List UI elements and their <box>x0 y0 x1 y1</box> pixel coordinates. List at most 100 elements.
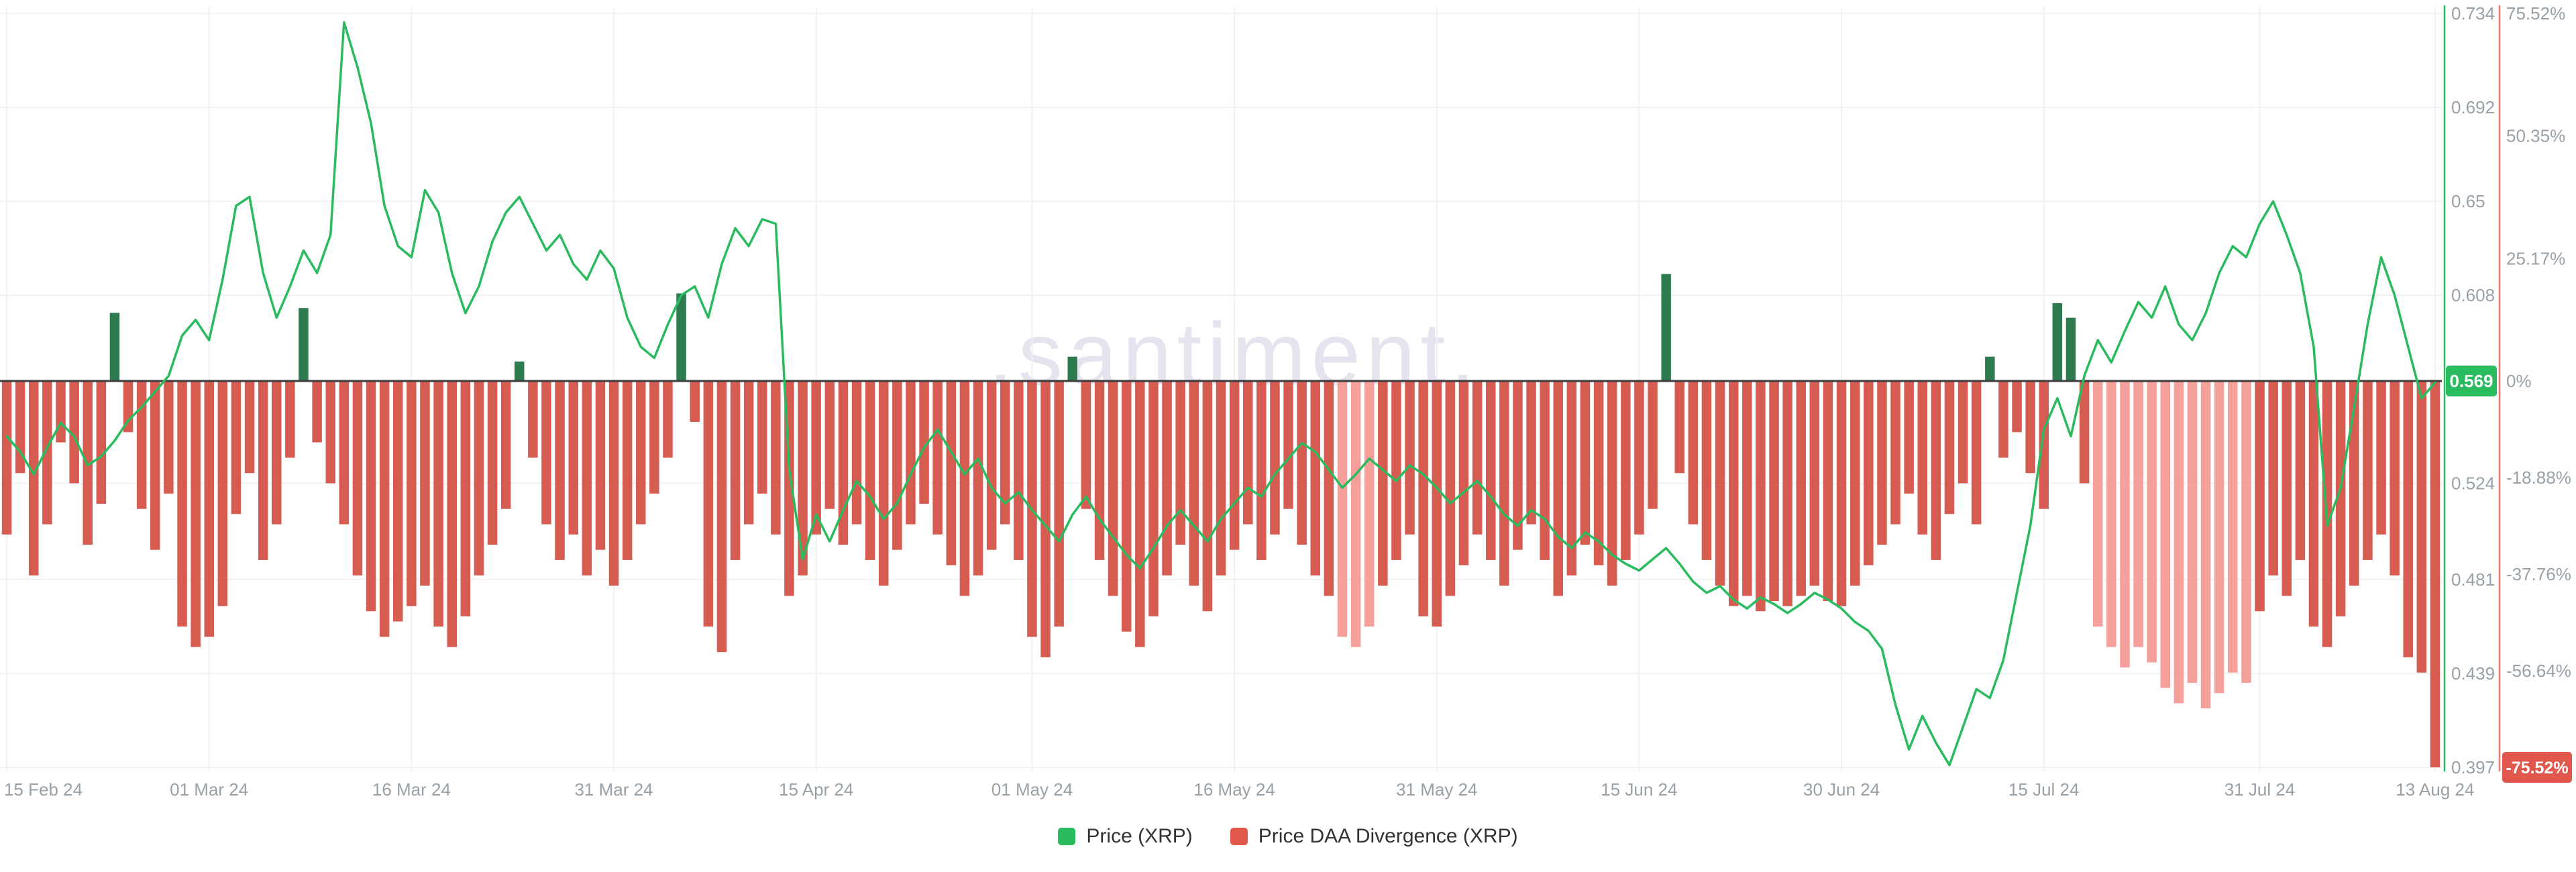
divergence-bar[interactable] <box>1890 381 1900 525</box>
divergence-bar[interactable] <box>2335 381 2346 616</box>
divergence-bar[interactable] <box>474 381 484 576</box>
price-line[interactable] <box>5 21 2436 767</box>
divergence-bar[interactable] <box>2187 381 2198 683</box>
divergence-bar[interactable] <box>1310 381 1321 576</box>
divergence-bar[interactable] <box>636 381 646 525</box>
divergence-bar[interactable] <box>2376 381 2386 535</box>
divergence-bar[interactable] <box>2133 381 2143 647</box>
divergence-bar[interactable] <box>582 381 592 576</box>
divergence-bar[interactable] <box>919 381 929 504</box>
divergence-bar[interactable] <box>433 381 443 627</box>
divergence-bar[interactable] <box>191 381 201 647</box>
divergence-bar[interactable] <box>299 308 309 381</box>
divergence-bar[interactable] <box>757 381 767 494</box>
divergence-bar[interactable] <box>1202 381 1213 612</box>
divergence-bar[interactable] <box>2160 381 2171 688</box>
divergence-bar[interactable] <box>2268 381 2278 576</box>
divergence-bar[interactable] <box>164 381 174 494</box>
divergence-bar[interactable] <box>1944 381 1955 514</box>
legend-item-price-xrp[interactable]: Price (XRP) <box>1058 825 1193 848</box>
divergence-bar[interactable] <box>622 381 633 560</box>
divergence-bar[interactable] <box>96 381 107 504</box>
divergence-bar[interactable] <box>447 381 458 647</box>
divergence-bar[interactable] <box>1256 381 1267 560</box>
divergence-bar[interactable] <box>1391 381 1401 560</box>
divergence-bar[interactable] <box>1634 381 1644 535</box>
divergence-bar[interactable] <box>2106 381 2116 647</box>
divergence-bar[interactable] <box>352 381 363 576</box>
divergence-bar[interactable] <box>1108 381 1118 596</box>
divergence-bar[interactable] <box>1904 381 1914 494</box>
divergence-bar[interactable] <box>851 381 862 525</box>
divergence-bar[interactable] <box>244 381 255 474</box>
divergence-bar[interactable] <box>1877 381 1887 545</box>
divergence-bar[interactable] <box>528 381 538 458</box>
divergence-bar[interactable] <box>1189 381 1199 586</box>
divergence-bar[interactable] <box>136 381 147 509</box>
divergence-bar[interactable] <box>2012 381 2022 433</box>
divergence-bar[interactable] <box>730 381 741 560</box>
divergence-bar[interactable] <box>2147 381 2157 663</box>
divergence-bar[interactable] <box>2120 381 2130 668</box>
divergence-bar[interactable] <box>2430 381 2440 767</box>
divergence-bar[interactable] <box>2174 381 2184 704</box>
divergence-bar[interactable] <box>824 381 835 509</box>
divergence-bar[interactable] <box>1432 381 1442 627</box>
divergence-bar[interactable] <box>29 381 39 576</box>
divergence-bar[interactable] <box>2092 381 2103 627</box>
divergence-bar[interactable] <box>231 381 241 514</box>
divergence-bar[interactable] <box>771 381 781 535</box>
divergence-bar[interactable] <box>217 381 228 606</box>
divergence-bar[interactable] <box>1957 381 1968 484</box>
divergence-bar[interactable] <box>1229 381 1240 550</box>
divergence-bar[interactable] <box>716 381 727 653</box>
divergence-bar[interactable] <box>1580 381 1591 545</box>
divergence-bar[interactable] <box>2025 381 2035 474</box>
divergence-bar[interactable] <box>1917 381 1928 535</box>
divergence-bar[interactable] <box>515 362 525 381</box>
divergence-bar[interactable] <box>1742 381 1752 596</box>
divergence-bar[interactable] <box>56 381 66 443</box>
divergence-bar[interactable] <box>1350 381 1361 647</box>
divergence-bar[interactable] <box>1701 381 1712 560</box>
divergence-bar[interactable] <box>1458 381 1469 565</box>
divergence-bar[interactable] <box>109 313 120 381</box>
divergence-bar[interactable] <box>1850 381 1860 586</box>
divergence-bar[interactable] <box>1405 381 1415 535</box>
divergence-bar[interactable] <box>1081 381 1091 509</box>
divergence-bar[interactable] <box>1122 381 1132 632</box>
divergence-bar[interactable] <box>2052 303 2063 381</box>
divergence-bar[interactable] <box>1674 381 1685 474</box>
divergence-bar[interactable] <box>1661 274 1671 381</box>
divergence-bar[interactable] <box>1836 381 1847 606</box>
divergence-bar[interactable] <box>1621 381 1631 560</box>
divergence-bar[interactable] <box>892 381 902 550</box>
divergence-bar[interactable] <box>555 381 565 560</box>
divergence-bar[interactable] <box>1162 381 1172 576</box>
divergence-bar[interactable] <box>407 381 417 606</box>
divergence-bar[interactable] <box>1985 356 1995 381</box>
divergence-bar[interactable] <box>1148 381 1159 616</box>
divergence-bar[interactable] <box>2363 381 2373 560</box>
divergence-bar[interactable] <box>1000 381 1010 525</box>
divergence-bar[interactable] <box>676 293 686 381</box>
divergence-bar[interactable] <box>959 381 970 596</box>
divergence-bar[interactable] <box>932 381 943 535</box>
divergence-bar[interactable] <box>2039 381 2049 509</box>
divergence-bar[interactable] <box>1931 381 1941 560</box>
divergence-bar[interactable] <box>1513 381 1523 550</box>
divergence-bar[interactable] <box>1472 381 1483 535</box>
divergence-bar[interactable] <box>1688 381 1699 525</box>
divergence-bar[interactable] <box>1445 381 1456 596</box>
divergence-bar[interactable] <box>608 381 619 586</box>
legend-item-price-daa-divergence-xrp[interactable]: Price DAA Divergence (XRP) <box>1230 825 1518 848</box>
divergence-bar[interactable] <box>2349 381 2359 586</box>
divergence-bar[interactable] <box>1864 381 1874 565</box>
divergence-bar[interactable] <box>42 381 52 525</box>
divergence-bar[interactable] <box>1283 381 1293 509</box>
divergence-bar[interactable] <box>1135 381 1145 647</box>
divergence-bar[interactable] <box>1364 381 1375 627</box>
divergence-bar[interactable] <box>1553 381 1564 596</box>
divergence-bar[interactable] <box>339 381 350 525</box>
divergence-bar[interactable] <box>2308 381 2319 627</box>
